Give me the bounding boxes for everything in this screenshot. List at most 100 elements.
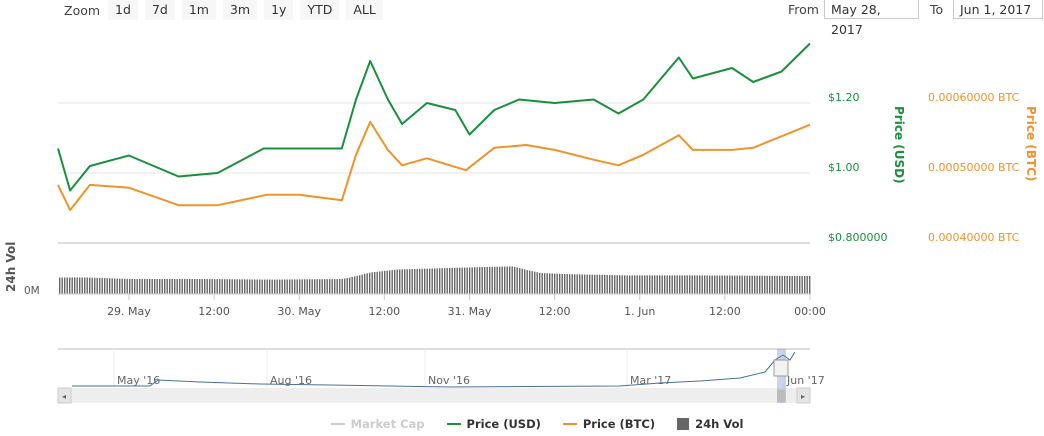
zoom-all-button[interactable]: ALL bbox=[346, 0, 383, 20]
volume-bar bbox=[654, 275, 656, 294]
volume-bar bbox=[371, 272, 373, 294]
volume-bar bbox=[511, 266, 513, 294]
zoom-1m-button[interactable]: 1m bbox=[181, 0, 216, 20]
zoom-label: Zoom bbox=[64, 2, 101, 18]
navigator-scroll-thumb[interactable] bbox=[777, 390, 785, 402]
volume-bar bbox=[184, 279, 186, 294]
volume-bar bbox=[149, 279, 151, 294]
x-tick-label: 12:00 bbox=[198, 305, 230, 318]
volume-bar bbox=[704, 275, 706, 294]
volume-bar bbox=[596, 274, 598, 294]
volume-bar bbox=[524, 269, 526, 294]
volume-bar bbox=[549, 273, 551, 294]
volume-bar bbox=[584, 274, 586, 294]
volume-bar bbox=[59, 277, 61, 294]
volume-bar bbox=[214, 279, 216, 294]
volume-bar bbox=[619, 275, 621, 294]
volume-bar bbox=[656, 275, 658, 294]
volume-bar bbox=[331, 279, 333, 294]
zoom-ytd-button[interactable]: YTD bbox=[300, 0, 340, 20]
volume-bar bbox=[659, 275, 661, 294]
volume-bar bbox=[286, 279, 288, 294]
to-date-input[interactable]: Jun 1, 2017 bbox=[953, 0, 1043, 19]
volume-bar bbox=[114, 278, 116, 294]
volume-bar bbox=[716, 275, 718, 294]
volume-bar bbox=[381, 271, 383, 294]
volume-bar bbox=[561, 273, 563, 294]
zoom-1d-button[interactable]: 1d bbox=[108, 0, 138, 20]
volume-bar bbox=[806, 275, 808, 294]
zoom-bar: Zoom 1d 7d 1m 3m 1y YTD ALL bbox=[64, 0, 390, 20]
volume-bar bbox=[326, 279, 328, 294]
volume-bar bbox=[506, 266, 508, 294]
volume-bar bbox=[116, 278, 118, 294]
volume-bar bbox=[424, 268, 426, 294]
navigator-label: Aug '16 bbox=[270, 374, 312, 387]
volume-bar bbox=[359, 275, 361, 294]
volume-bar bbox=[759, 275, 761, 294]
zoom-7d-button[interactable]: 7d bbox=[144, 0, 175, 20]
volume-bar bbox=[169, 279, 171, 294]
scroll-right-button[interactable] bbox=[796, 387, 811, 404]
volume-bar bbox=[336, 279, 338, 294]
usd-price-line bbox=[57, 42, 811, 192]
volume-bar bbox=[301, 279, 303, 294]
volume-bar bbox=[404, 269, 406, 294]
x-tick-label: 00:00 bbox=[794, 305, 826, 318]
to-label: To bbox=[930, 2, 944, 17]
volume-bar bbox=[204, 279, 206, 294]
volume-bar bbox=[714, 275, 716, 294]
volume-bar bbox=[796, 275, 798, 294]
volume-bar bbox=[544, 273, 546, 294]
volume-bar bbox=[726, 275, 728, 294]
volume-bar bbox=[299, 279, 301, 294]
volume-bar bbox=[671, 275, 673, 294]
volume-bar bbox=[794, 275, 796, 294]
volume-bar bbox=[739, 275, 741, 294]
volume-bar bbox=[216, 279, 218, 294]
usd-axis-tick: $0.800000 bbox=[828, 231, 888, 244]
volume-bar bbox=[546, 273, 548, 294]
legend-price-btc[interactable]: Price (BTC) bbox=[562, 417, 655, 431]
legend-24h-vol[interactable]: 24h Vol bbox=[677, 417, 743, 431]
volume-bar bbox=[81, 277, 83, 294]
volume-bar bbox=[151, 279, 153, 294]
navigator-handle[interactable] bbox=[773, 359, 789, 377]
btc-axis-tick: 0.00040000 BTC bbox=[928, 231, 1020, 244]
volume-bar bbox=[311, 279, 313, 294]
zoom-1y-button[interactable]: 1y bbox=[264, 0, 294, 20]
volume-bar bbox=[444, 268, 446, 294]
navigator-label: Jun '17 bbox=[786, 374, 825, 387]
volume-bar bbox=[579, 274, 581, 294]
scroll-right-arrow-icon: ▸ bbox=[801, 392, 805, 401]
volume-bar bbox=[594, 274, 596, 294]
volume-bar bbox=[566, 274, 568, 294]
volume-bar bbox=[774, 275, 776, 294]
volume-bar bbox=[754, 275, 756, 294]
legend-price-usd[interactable]: Price (USD) bbox=[446, 417, 541, 431]
navigator-scrollbar-track bbox=[58, 388, 810, 403]
volume-bar bbox=[721, 275, 723, 294]
volume-bar bbox=[71, 277, 73, 294]
scroll-left-button[interactable] bbox=[57, 387, 72, 404]
volume-bar bbox=[329, 279, 331, 294]
volume-bar bbox=[639, 275, 641, 294]
volume-bar bbox=[649, 275, 651, 294]
volume-bar bbox=[439, 268, 441, 294]
volume-bar bbox=[206, 279, 208, 294]
from-date-input[interactable]: May 28, 2017 bbox=[824, 0, 919, 37]
legend-market-cap[interactable]: Market Cap bbox=[330, 417, 425, 431]
volume-bar bbox=[431, 268, 433, 294]
volume-bar bbox=[364, 273, 366, 294]
volume-bar bbox=[339, 279, 341, 294]
volume-bar bbox=[539, 272, 541, 294]
volume-bar bbox=[694, 275, 696, 294]
volume-bar bbox=[196, 279, 198, 294]
zoom-3m-button[interactable]: 3m bbox=[222, 0, 258, 20]
volume-bar bbox=[111, 278, 113, 294]
volume-bar bbox=[146, 279, 148, 294]
volume-bar bbox=[766, 275, 768, 294]
volume-bar bbox=[781, 275, 783, 294]
volume-bar bbox=[696, 275, 698, 294]
volume-bar bbox=[784, 275, 786, 294]
